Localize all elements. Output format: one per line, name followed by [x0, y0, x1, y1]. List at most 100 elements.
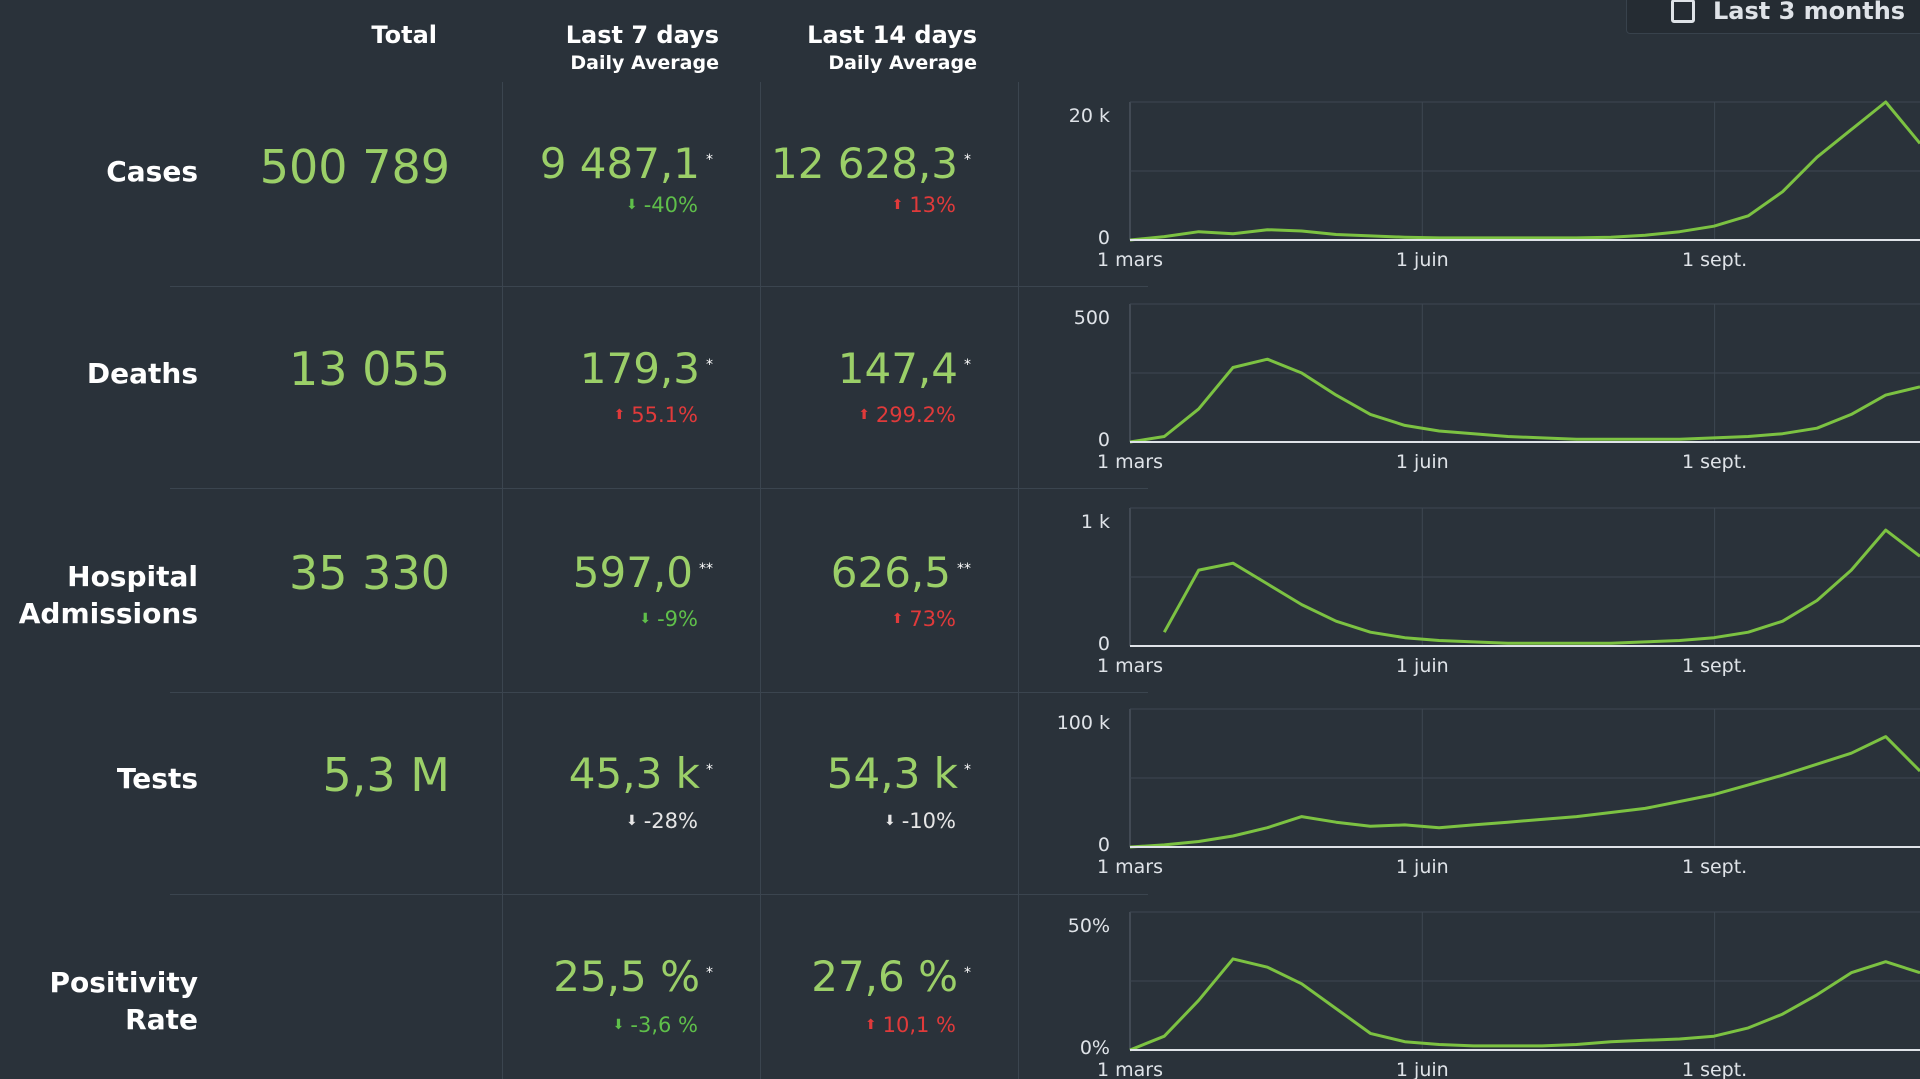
header-total: Total: [371, 20, 437, 50]
arrow-up-icon: ⬆: [891, 197, 904, 213]
avg7-change-text: -3,6 %: [630, 1013, 698, 1037]
avg7-number: 179,3: [579, 344, 700, 393]
avg7-change-text: 55.1%: [631, 403, 698, 427]
row-label-hospital-admissions: Hospital Admissions: [19, 558, 198, 632]
y-tick-label: 50%: [1068, 915, 1110, 937]
row-label-line: Hospital: [67, 560, 198, 593]
avg7-change-cases: ⬇ -40%: [626, 192, 698, 218]
arrow-down-icon: ⬇: [612, 1017, 625, 1033]
x-tick-label: 1 sept.: [1682, 856, 1747, 878]
y-tick-label: 100 k: [1057, 712, 1110, 734]
x-tick-label: 1 sept.: [1682, 451, 1747, 473]
row-label-line: Admissions: [18, 597, 198, 630]
series-line: [1129, 357, 1920, 444]
avg14-change-text: 10,1 %: [882, 1013, 956, 1037]
row-label-positivity-rate: Positivity Rate: [49, 966, 199, 1036]
avg14-change-text: -10%: [901, 809, 956, 833]
header-last7-label: Last 7 days: [565, 21, 719, 49]
avg7-number: 45,3 k: [568, 749, 700, 798]
avg7-number: 597,0: [572, 548, 693, 597]
x-tick-label: 1 juin: [1396, 451, 1449, 473]
avg7-change-text: -40%: [643, 193, 698, 217]
range-selector-label: Last 3 months: [1713, 0, 1906, 25]
avg7-change-tests: ⬇ -28%: [626, 808, 698, 834]
y-tick-label: 0: [1098, 834, 1110, 856]
avg7-value-deaths: 179,3 *: [580, 344, 713, 394]
series-line: [1162, 528, 1920, 645]
avg14-value-tests: 54,3 k *: [827, 749, 971, 799]
header-last14: Last 14 days Daily Average: [807, 20, 977, 76]
avg7-number: 9 487,1: [539, 139, 700, 188]
avg7-change-hospital-admissions: ⬇ -9%: [639, 606, 698, 632]
footnote-mark: *: [706, 965, 713, 981]
column-divider: [1018, 82, 1019, 1079]
y-tick-label: 0%: [1080, 1037, 1110, 1059]
avg7-change-positivity-rate: ⬇ -3,6 %: [613, 1012, 698, 1038]
y-tick-label: 1 k: [1081, 511, 1110, 533]
footnote-mark: *: [964, 152, 971, 168]
chart-tests: 1 mars 1 juin 1 sept. 100 k 0: [1057, 708, 1920, 878]
arrow-down-icon: ⬇: [639, 611, 652, 627]
footnote-mark: **: [699, 561, 713, 577]
column-divider: [760, 82, 761, 1079]
avg14-value-cases: 12 628,3 *: [771, 139, 971, 189]
x-tick-label: 1 juin: [1396, 856, 1449, 878]
avg14-number: 12 628,3: [770, 139, 958, 188]
row-label-tests: Tests: [116, 762, 198, 795]
arrow-down-icon: ⬇: [626, 197, 638, 213]
x-tick-label: 1 mars: [1097, 451, 1163, 473]
total-value-hospital-admissions: 35 330: [289, 546, 450, 600]
x-tick-label: 1 sept.: [1682, 249, 1747, 271]
avg7-change-text: -28%: [643, 809, 698, 833]
arrow-up-icon: ⬆: [864, 1017, 877, 1033]
total-value-deaths: 13 055: [289, 342, 450, 396]
avg14-value-deaths: 147,4 *: [838, 344, 971, 394]
avg14-change-hospital-admissions: ⬆ 73%: [892, 606, 956, 632]
x-tick-label: 1 juin: [1396, 249, 1449, 271]
footnote-mark: **: [957, 561, 971, 577]
y-tick-label: 0: [1098, 429, 1110, 451]
avg14-change-positivity-rate: ⬆ 10,1 %: [865, 1012, 956, 1038]
chart-deaths: 1 mars 1 juin 1 sept. 500 0: [1074, 303, 1920, 473]
header-last14-label: Last 14 days: [807, 21, 977, 49]
footnote-mark: *: [964, 965, 971, 981]
footnote-mark: *: [706, 152, 713, 168]
avg14-change-text: 13%: [909, 193, 956, 217]
avg7-value-tests: 45,3 k *: [569, 749, 713, 799]
range-selector[interactable]: Last 3 months: [1626, 0, 1920, 34]
row-label-cases: Cases: [106, 155, 198, 188]
footnote-mark: *: [706, 762, 713, 778]
column-divider: [502, 82, 503, 1079]
checkbox-icon[interactable]: [1671, 0, 1695, 23]
avg7-change-text: -9%: [657, 607, 698, 631]
header-last14-sub: Daily Average: [828, 52, 977, 74]
row-divider: [170, 286, 1148, 287]
avg7-value-hospital-admissions: 597,0 **: [573, 548, 713, 598]
avg14-change-deaths: ⬆ 299.2%: [858, 402, 956, 428]
footnote-mark: *: [964, 357, 971, 373]
total-value-cases: 500 789: [259, 140, 450, 194]
arrow-up-icon: ⬆: [613, 407, 626, 423]
x-tick-label: 1 mars: [1097, 1059, 1163, 1079]
x-tick-label: 1 mars: [1097, 655, 1163, 677]
series-line: [1129, 100, 1920, 242]
x-tick-label: 1 juin: [1396, 1059, 1449, 1079]
x-tick-label: 1 sept.: [1682, 655, 1747, 677]
total-value-tests: 5,3 M: [322, 748, 450, 802]
avg7-number: 25,5 %: [553, 952, 700, 1001]
chart-cases: 1 mars 1 juin 1 sept. 20 k 0: [1069, 100, 1920, 271]
row-divider: [170, 692, 1148, 693]
y-tick-label: 500: [1074, 307, 1110, 329]
avg7-value-cases: 9 487,1 *: [540, 139, 713, 189]
x-tick-label: 1 mars: [1097, 856, 1163, 878]
avg14-change-tests: ⬇ -10%: [884, 808, 956, 834]
row-label-deaths: Deaths: [86, 357, 198, 390]
series-line: [1129, 735, 1920, 849]
avg14-change-text: 73%: [909, 607, 956, 631]
avg14-number: 147,4: [837, 344, 958, 393]
row-divider: [170, 488, 1148, 489]
x-tick-label: 1 mars: [1097, 249, 1163, 271]
footnote-mark: *: [706, 357, 713, 373]
avg14-change-text: 299.2%: [875, 403, 956, 427]
header-total-label: Total: [371, 21, 437, 49]
